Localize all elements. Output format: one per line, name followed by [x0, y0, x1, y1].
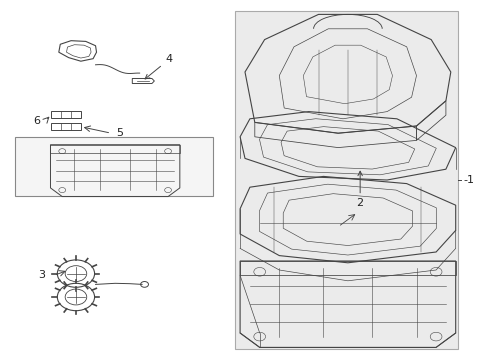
Text: 4: 4: [145, 54, 172, 79]
Bar: [235, 11, 458, 349]
Text: 6: 6: [33, 116, 40, 126]
Bar: [51, 111, 81, 118]
Text: -1: -1: [463, 175, 474, 185]
Bar: [15, 137, 213, 196]
Text: 2: 2: [357, 171, 364, 208]
Text: 5: 5: [117, 128, 123, 138]
Text: 3: 3: [38, 270, 45, 280]
Bar: [51, 123, 81, 130]
